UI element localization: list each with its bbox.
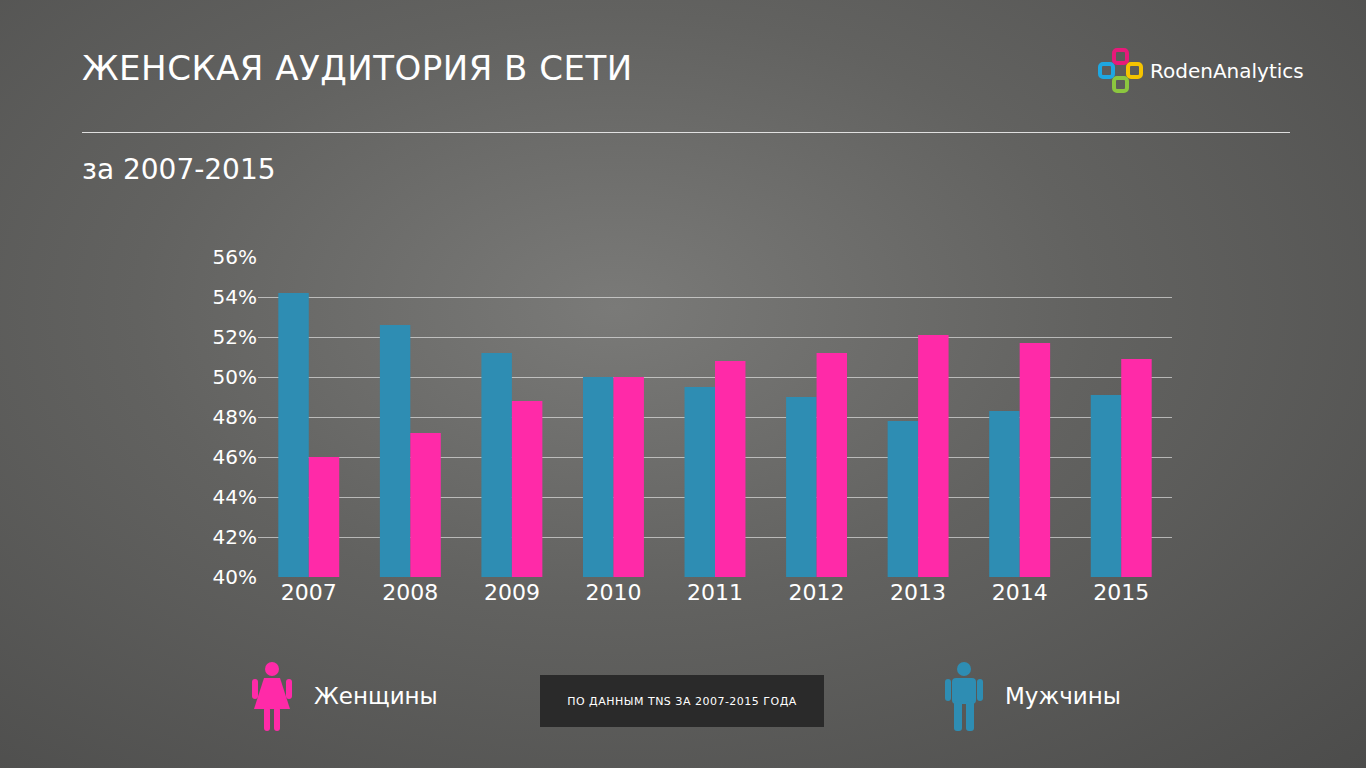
- svg-text:2008: 2008: [382, 580, 438, 605]
- html-text:RodenAnalytics: RodenAnalytics: [1150, 59, 1304, 83]
- svg-text:50%: 50%: [213, 365, 257, 389]
- svg-text:2010: 2010: [585, 580, 641, 605]
- svg-text:52%: 52%: [213, 325, 257, 349]
- html-text:за 2007-2015: за 2007-2015: [82, 153, 276, 186]
- svg-text:56%: 56%: [213, 245, 257, 269]
- html-text:ПО ДАННЫМ TNS ЗА 2007-2015 ГОД: ПО ДАННЫМ TNS ЗА 2007-2015 ГОДА: [567, 694, 797, 708]
- svg-text:2015: 2015: [1093, 580, 1149, 605]
- svg-text:2014: 2014: [992, 580, 1048, 605]
- svg-text:2009: 2009: [484, 580, 540, 605]
- svg-text:42%: 42%: [213, 525, 257, 549]
- svg-text:48%: 48%: [213, 405, 257, 429]
- svg-text:2012: 2012: [789, 580, 845, 605]
- svg-text:46%: 46%: [213, 445, 257, 469]
- svg-text:2011: 2011: [687, 580, 743, 605]
- html-text:ЖЕНСКАЯ АУДИТОРИЯ В СЕТИ: ЖЕНСКАЯ АУДИТОРИЯ В СЕТИ: [82, 48, 633, 88]
- svg-text:2013: 2013: [890, 580, 946, 605]
- svg-text:40%: 40%: [213, 565, 257, 589]
- svg-text:54%: 54%: [213, 285, 257, 309]
- html-text:Женщины: Женщины: [314, 683, 438, 709]
- html-text:Мужчины: Мужчины: [1005, 683, 1121, 709]
- svg-text:2007: 2007: [281, 580, 337, 605]
- svg-text:44%: 44%: [213, 485, 257, 509]
